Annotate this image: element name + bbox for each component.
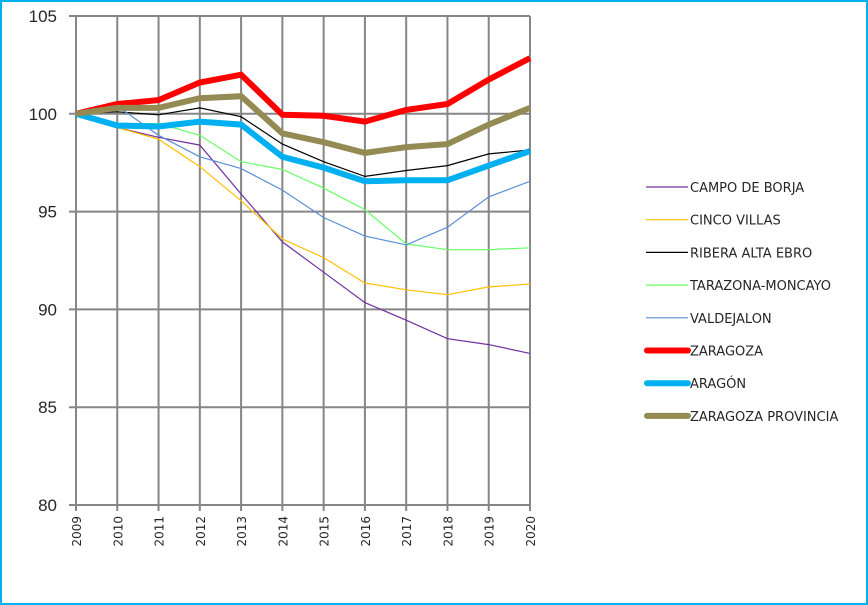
legend-label: CAMPO DE BORJA <box>690 181 804 196</box>
legend-label: ARAGÓN <box>690 376 746 392</box>
legend: CAMPO DE BORJA CINCO VILLAS RIBERA ALTA EB… <box>644 181 838 425</box>
x-tick-label: 2012 <box>194 516 208 547</box>
series-line-zaragoza <box>75 55 532 125</box>
x-tick-label: 2016 <box>359 516 373 547</box>
x-tick-label: 2015 <box>318 516 332 547</box>
legend-label: ZARAGOZA PROVINCIA <box>690 410 838 425</box>
legend-item-zaragoza: ZARAGOZA <box>644 345 763 360</box>
legend-label: CINCO VILLAS <box>690 214 781 229</box>
x-tick-label: 2009 <box>70 516 84 547</box>
legend-item-aragon: ARAGÓN <box>644 376 746 392</box>
series-line-cinco-villas <box>75 113 531 296</box>
x-tick-label: 2010 <box>111 516 125 547</box>
y-tick-label: 90 <box>38 300 57 319</box>
x-tick-label: 2020 <box>524 516 538 547</box>
legend-label: VALDEJALON <box>690 312 772 327</box>
x-tick-label: 2017 <box>400 516 414 547</box>
y-tick-label: 105 <box>29 7 57 26</box>
series-line-campo-de-borja <box>75 113 531 354</box>
gridlines <box>69 15 531 511</box>
y-tick-label: 80 <box>38 496 57 515</box>
x-tick-label: 2011 <box>153 516 167 547</box>
series-line-ribera-alta-ebro <box>75 107 531 178</box>
legend-item-valdejalon: VALDEJALON <box>646 312 772 327</box>
legend-label: ZARAGOZA <box>690 345 763 360</box>
legend-item-cinco-villas: CINCO VILLAS <box>646 214 781 229</box>
legend-item-ribera-alta-ebro: RIBERA ALTA EBRO <box>646 246 812 261</box>
series-line-zaragoza-provincia <box>75 93 532 156</box>
legend-label: RIBERA ALTA EBRO <box>690 246 812 261</box>
series-line-valdejalon <box>75 105 531 246</box>
x-tick-label: 2018 <box>441 516 455 547</box>
legend-item-tarazona-moncayo: TARAZONA-MONCAYO <box>646 279 831 294</box>
y-axis-ticks: 80 85 90 95 100 105 <box>29 7 57 515</box>
y-tick-label: 95 <box>38 203 57 222</box>
y-tick-label: 100 <box>29 105 57 124</box>
x-tick-label: 2014 <box>276 516 290 547</box>
series-line-aragon <box>75 110 531 185</box>
legend-item-zaragoza-provincia: ZARAGOZA PROVINCIA <box>644 410 838 425</box>
x-tick-label: 2019 <box>483 516 497 547</box>
x-tick-label: 2013 <box>235 516 249 547</box>
legend-label: TARAZONA-MONCAYO <box>689 279 831 294</box>
x-axis-ticks: 2009 2010 2011 2012 2013 2014 2015 2016 2017 2018… <box>70 516 538 547</box>
y-tick-label: 85 <box>38 398 57 417</box>
series-lines <box>75 55 532 354</box>
legend-item-campo-de-borja: CAMPO DE BORJA <box>646 181 804 196</box>
